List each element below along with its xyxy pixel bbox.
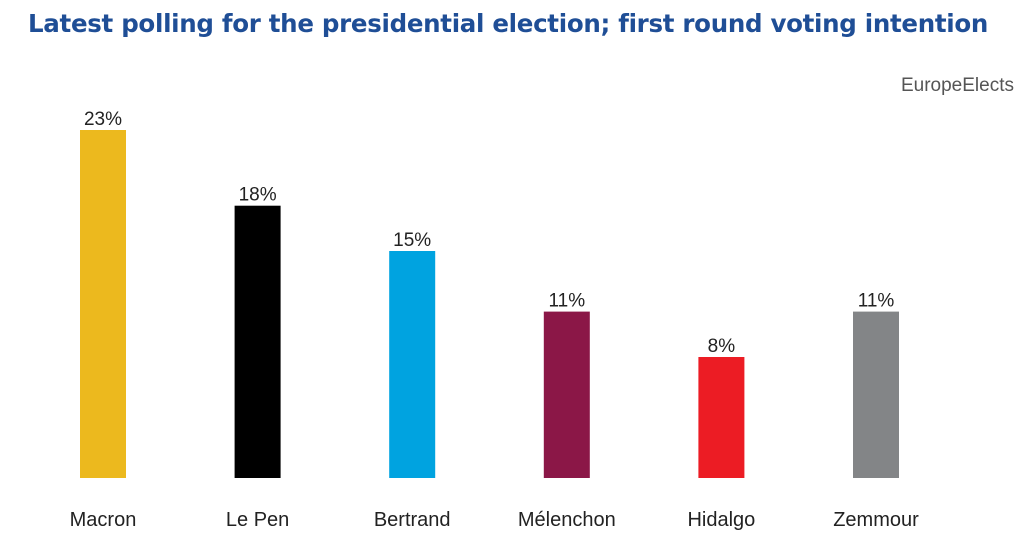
value-labels-group: 23% 18% 15% 11% 8% 11% bbox=[84, 109, 894, 357]
category-label-zemmour: Zemmour bbox=[833, 509, 919, 531]
bar-macron bbox=[80, 130, 126, 478]
category-label-le-pen: Le Pen bbox=[226, 509, 289, 531]
category-label-melenchon: Mélenchon bbox=[518, 509, 616, 531]
value-label-melenchon: 11% bbox=[548, 291, 585, 312]
category-labels-group: Macron Le Pen Bertrand Mélenchon Hidalgo Zemm… bbox=[70, 509, 919, 531]
value-label-macron: 23% bbox=[84, 109, 122, 130]
value-label-le-pen: 18% bbox=[239, 185, 277, 206]
value-label-hidalgo: 8% bbox=[708, 336, 736, 357]
category-label-hidalgo: Hidalgo bbox=[687, 509, 755, 531]
bar-zemmour bbox=[853, 311, 899, 478]
bar-bertrand bbox=[389, 251, 436, 478]
value-label-zemmour: 11% bbox=[858, 291, 895, 312]
category-label-macron: Macron bbox=[70, 509, 137, 531]
source-label: EuropeElects bbox=[900, 75, 1014, 96]
value-label-bertrand: 15% bbox=[393, 230, 431, 251]
bars-group bbox=[80, 130, 899, 478]
category-label-bertrand: Bertrand bbox=[374, 509, 451, 531]
bar-hidalgo bbox=[698, 357, 745, 478]
chart-title: Latest polling for the presidential elec… bbox=[28, 9, 989, 38]
bar-le-pen bbox=[234, 205, 281, 478]
bar-melenchon bbox=[543, 311, 590, 478]
